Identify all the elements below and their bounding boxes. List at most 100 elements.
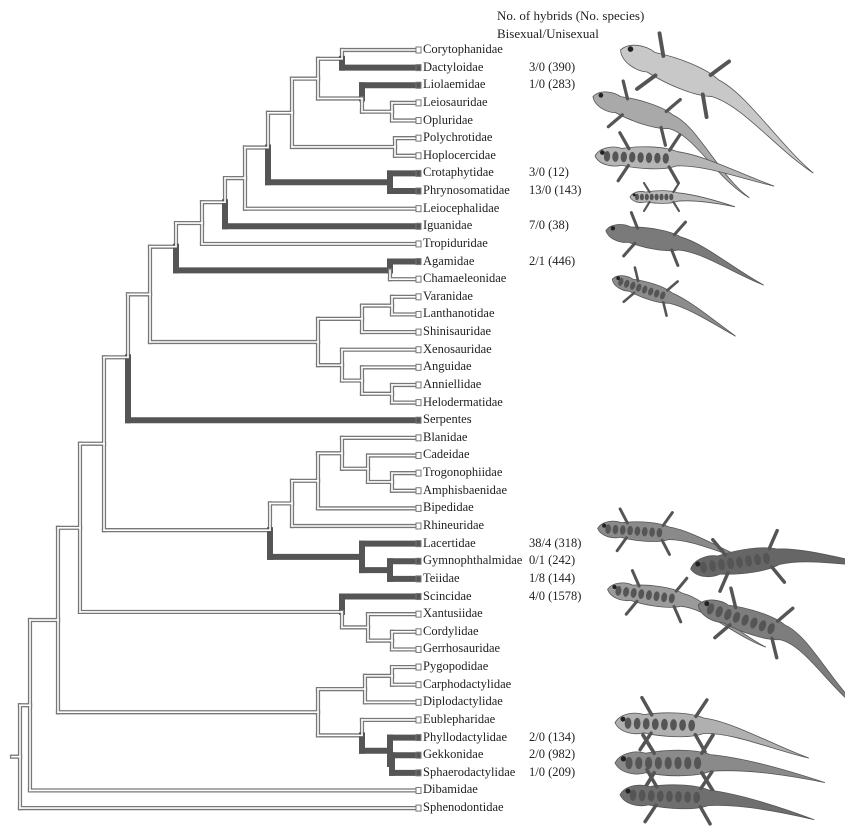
leaf-tip-marker bbox=[415, 310, 422, 318]
taxon-label-anguidae: Anguidae bbox=[423, 359, 472, 374]
taxon-label-liolaemidae: Liolaemidae bbox=[423, 77, 486, 92]
teiid-lizard-illustration bbox=[690, 528, 845, 593]
leaf-tip-marker bbox=[415, 152, 422, 160]
taxon-label-phyllodactylidae: Phyllodactylidae bbox=[423, 729, 508, 744]
leaf-tip-marker bbox=[415, 751, 422, 759]
taxon-label-blanidae: Blanidae bbox=[423, 429, 468, 444]
taxon-label-hoplocercidae: Hoplocercidae bbox=[423, 147, 496, 162]
leaf-tip-marker bbox=[415, 240, 422, 248]
hybrid-count-liolaemidae: 1/0 (283) bbox=[529, 77, 576, 92]
leaf-tip-marker bbox=[415, 698, 422, 706]
taxon-label-dactyloidae: Dactyloidae bbox=[423, 59, 484, 74]
hybrid-count-phrynosomatidae: 13/0 (143) bbox=[529, 183, 582, 198]
leaf-tip-marker bbox=[415, 381, 422, 389]
leaf-tip-marker bbox=[415, 522, 422, 530]
gekkonid-gecko-illustration bbox=[614, 733, 826, 793]
leaf-tip-marker bbox=[415, 487, 422, 495]
horned-lizard-illustration bbox=[629, 181, 736, 213]
taxon-label-iguanidae: Iguanidae bbox=[423, 218, 473, 233]
taxon-label-scincidae: Scincidae bbox=[423, 588, 472, 603]
agamid-lizard-illustration bbox=[611, 266, 736, 337]
leaf-tip-marker bbox=[415, 416, 422, 424]
taxon-label-opluridae: Opluridae bbox=[423, 112, 473, 127]
taxon-label-agamidae: Agamidae bbox=[423, 253, 475, 268]
reproduction-mode-header: Bisexual/Unisexual bbox=[497, 26, 599, 41]
taxon-label-leiocephalidae: Leiocephalidae bbox=[423, 200, 500, 215]
leaf-tip-marker bbox=[415, 363, 422, 371]
skink-illustration bbox=[697, 586, 845, 715]
taxon-label-gymnophthalmidae: Gymnophthalmidae bbox=[423, 553, 523, 568]
taxon-label-crotaphytidae: Crotaphytidae bbox=[423, 165, 494, 180]
taxon-label-cordylidae: Cordylidae bbox=[423, 623, 479, 638]
taxon-label-chamaeleonidae: Chamaeleonidae bbox=[423, 271, 507, 286]
iguana-illustration bbox=[605, 211, 764, 286]
collared-lizard-illustration bbox=[594, 131, 775, 187]
leaf-tip-marker bbox=[415, 258, 422, 266]
taxon-label-polychrotidae: Polychrotidae bbox=[423, 130, 493, 145]
leaf-tip-marker bbox=[415, 346, 422, 354]
taxon-label-corytophanidae: Corytophanidae bbox=[423, 42, 503, 56]
leaf-tip-marker bbox=[415, 716, 422, 724]
leaf-tip-marker bbox=[415, 593, 422, 601]
hybrid-count-dactyloidae: 3/0 (390) bbox=[529, 59, 576, 74]
taxon-label-tropiduridae: Tropiduridae bbox=[423, 235, 488, 250]
leaf-tip-marker bbox=[415, 134, 422, 142]
taxon-label-pygopodidae: Pygopodidae bbox=[423, 659, 489, 674]
hybrid-count-lacertidae: 38/4 (318) bbox=[529, 535, 582, 550]
leaf-tip-marker bbox=[415, 99, 422, 107]
leaf-tip-marker bbox=[415, 293, 422, 301]
hybrid-count-gekkonidae: 2/0 (982) bbox=[529, 747, 576, 762]
leaf-tip-marker bbox=[415, 169, 422, 177]
gymnophthalmid-lizard-illustration bbox=[607, 569, 767, 648]
taxon-label-lacertidae: Lacertidae bbox=[423, 535, 476, 550]
taxon-label-xantusiidae: Xantusiidae bbox=[423, 606, 483, 621]
leaf-tip-marker bbox=[415, 46, 422, 54]
leaf-tip-marker bbox=[415, 645, 422, 653]
leaf-tip-marker bbox=[415, 628, 422, 636]
leaf-tip-marker bbox=[415, 769, 422, 777]
taxon-label-sphaerodactylidae: Sphaerodactylidae bbox=[423, 764, 516, 779]
leaf-tip-marker bbox=[415, 222, 422, 230]
leaf-tip-marker bbox=[415, 540, 422, 548]
hybrid-count-phyllodactylidae: 2/0 (134) bbox=[529, 729, 576, 744]
taxon-label-diplodactylidae: Diplodactylidae bbox=[423, 694, 503, 709]
taxon-label-gerrhosauridae: Gerrhosauridae bbox=[423, 641, 501, 656]
taxon-label-gekkonidae: Gekkonidae bbox=[423, 747, 484, 762]
hybrid-count-iguanidae: 7/0 (38) bbox=[529, 218, 569, 233]
taxon-label-eublepharidae: Eublepharidae bbox=[423, 711, 496, 726]
anole-lizard-illustration bbox=[620, 31, 814, 174]
leaf-tip-marker bbox=[415, 205, 422, 213]
leaf-tip-marker bbox=[415, 681, 422, 689]
taxon-label-anniellidae: Anniellidae bbox=[423, 376, 482, 391]
taxon-label-xenosauridae: Xenosauridae bbox=[423, 341, 492, 356]
hybrid-count-agamidae: 2/1 (446) bbox=[529, 253, 576, 268]
leaf-tip-marker bbox=[415, 399, 422, 407]
leaf-tip-marker bbox=[415, 557, 422, 565]
leaf-tip-marker bbox=[415, 504, 422, 512]
taxon-label-leiosauridae: Leiosauridae bbox=[423, 94, 488, 109]
taxon-label-dibamidae: Dibamidae bbox=[423, 782, 478, 797]
hybrids-header: No. of hybrids (No. species) bbox=[497, 8, 645, 23]
taxon-label-lanthanotidae: Lanthanotidae bbox=[423, 306, 495, 321]
leaf-tip-marker bbox=[415, 64, 422, 72]
leaf-tip-marker bbox=[415, 81, 422, 89]
hybrid-count-scincidae: 4/0 (1578) bbox=[529, 588, 582, 603]
hybrid-count-teiidae: 1/8 (144) bbox=[529, 570, 576, 585]
leaf-tip-marker bbox=[415, 434, 422, 442]
taxon-label-cadeidae: Cadeidae bbox=[423, 447, 470, 462]
leaf-tip-marker bbox=[415, 575, 422, 583]
leaf-tip-marker bbox=[415, 663, 422, 671]
leaf-tip-marker bbox=[415, 117, 422, 125]
leaf-tip-marker bbox=[415, 734, 422, 742]
hybrid-count-sphaerodactylidae: 1/0 (209) bbox=[529, 764, 576, 779]
hybrid-count-crotaphytidae: 3/0 (12) bbox=[529, 165, 569, 180]
leaf-tip-marker bbox=[415, 451, 422, 459]
taxon-label-varanidae: Varanidae bbox=[423, 288, 473, 303]
leaf-tip-marker bbox=[415, 187, 422, 195]
taxon-label-teiidae: Teiidae bbox=[423, 570, 460, 585]
taxon-label-amphisbaenidae: Amphisbaenidae bbox=[423, 482, 508, 497]
sphaerodactylid-gecko-illustration bbox=[619, 767, 815, 826]
liolaemus-lizard-illustration bbox=[592, 79, 750, 199]
